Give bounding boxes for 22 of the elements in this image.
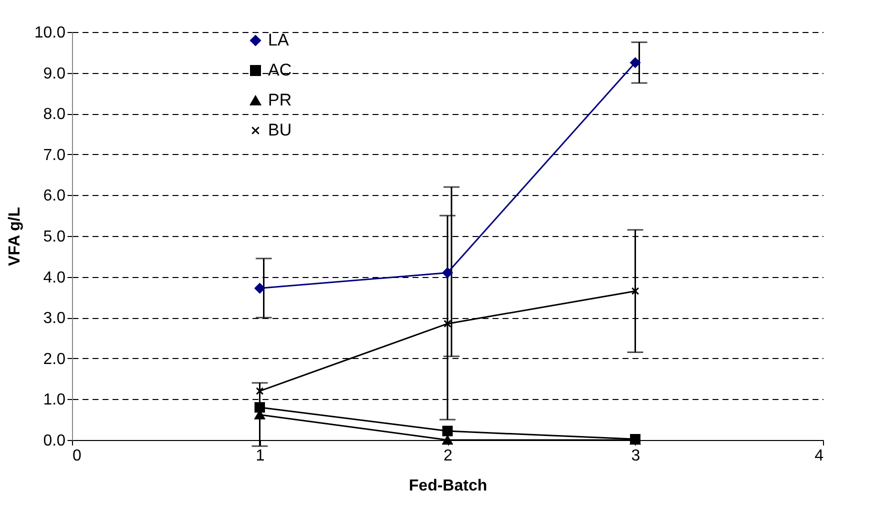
y-tick-label: 7.0 bbox=[43, 146, 66, 164]
y-tick-label: 9.0 bbox=[43, 65, 66, 82]
legend-label: LA bbox=[268, 30, 290, 50]
x-tick-label: 1 bbox=[256, 448, 265, 464]
x-tick-label: 0 bbox=[72, 448, 82, 464]
y-tick-label: 6.0 bbox=[43, 188, 66, 205]
x-tick-label: 2 bbox=[444, 448, 453, 464]
legend-label: BU bbox=[268, 120, 292, 140]
x-axis-title: Fed-Batch bbox=[408, 478, 488, 494]
y-tick-label: 5.0 bbox=[43, 228, 66, 246]
y-tick-label: 2.0 bbox=[43, 350, 66, 368]
y-tick-label: 8.0 bbox=[43, 106, 66, 124]
x-tick-label: 3 bbox=[631, 448, 640, 464]
y-tick-label: 1.0 bbox=[43, 392, 66, 409]
y-tick-label: 4.0 bbox=[43, 269, 66, 286]
y-tick-label: 3.0 bbox=[43, 310, 66, 328]
y-axis-title: VFA g/L bbox=[6, 206, 24, 266]
legend-label: PR bbox=[268, 90, 292, 110]
y-tick-label: 10.0 bbox=[34, 24, 66, 42]
y-tick-label: 0.0 bbox=[43, 432, 66, 450]
legend-label: AC bbox=[268, 60, 292, 80]
x-tick-label: 4 bbox=[814, 448, 824, 464]
